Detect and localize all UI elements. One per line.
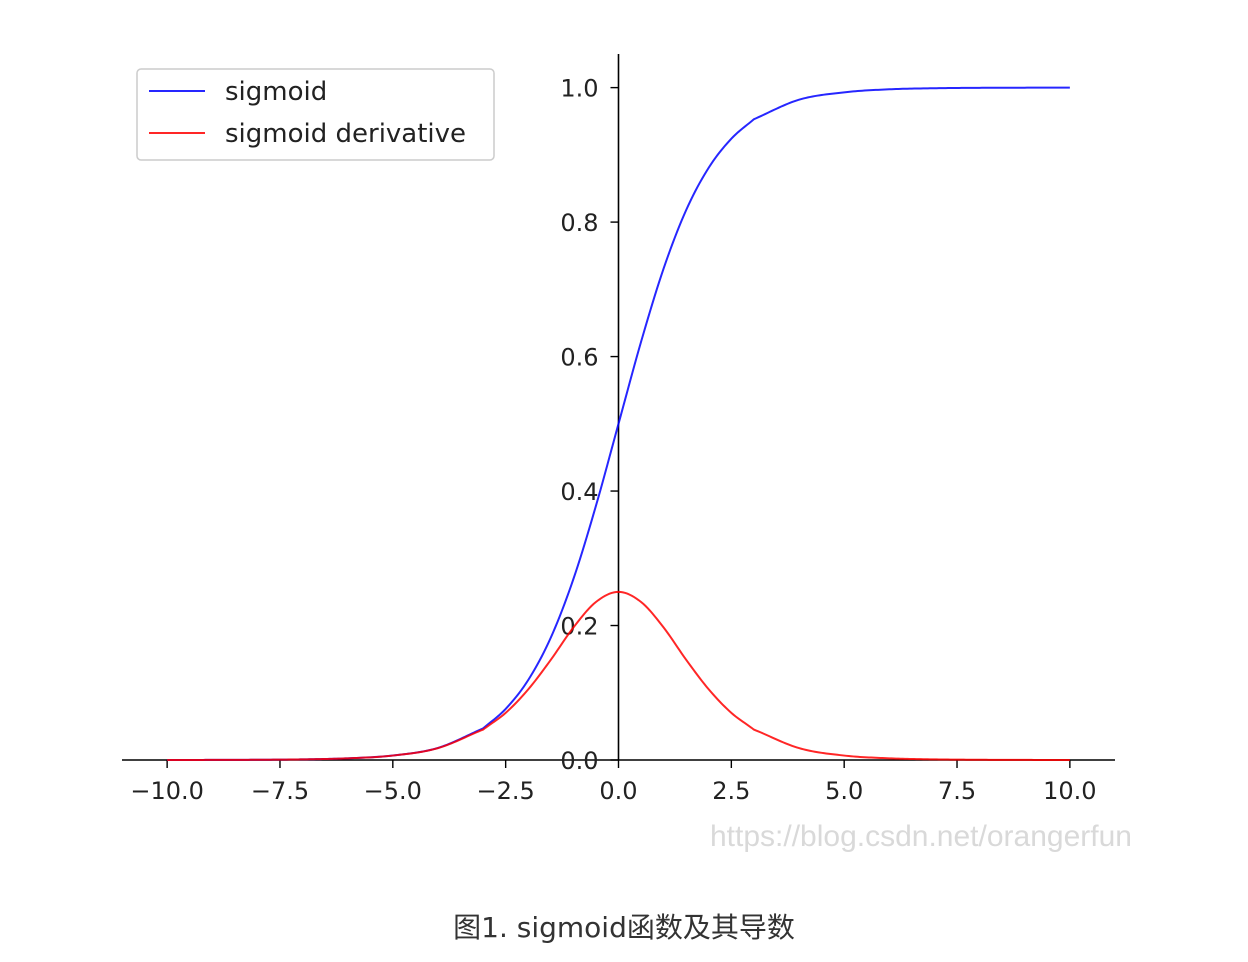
x-tick-label: 2.5 [712, 777, 750, 805]
y-tick-label: 0.0 [560, 747, 598, 775]
legend-box [136, 68, 495, 161]
x-tick-label: 0.0 [599, 777, 637, 805]
legend-label: sigmoid derivative [225, 119, 466, 149]
x-tick-label: 10.0 [1043, 777, 1096, 805]
x-tick-label: −5.0 [364, 777, 422, 805]
x-tick-label: 7.5 [938, 777, 976, 805]
series-group [167, 86, 1070, 761]
y-tick-label: 0.6 [560, 344, 598, 372]
x-tick-label: −7.5 [251, 777, 309, 805]
y-tick-label: 1.0 [560, 75, 598, 103]
ticks: −10.0 −7.5 −5.0 −2.5 0.0 2.5 5.0 7.5 10.00.00.20… [130, 75, 1096, 805]
series-line-sigmoid-derivative [167, 590, 1070, 761]
x-tick-label: 5.0 [825, 777, 863, 805]
watermark: https://blog.csdn.net/orangerfun [710, 820, 1132, 853]
y-tick-label: 0.8 [560, 209, 598, 237]
y-tick-label: 0.4 [560, 478, 598, 506]
x-tick-label: −10.0 [130, 777, 204, 805]
legend-label: sigmoid [225, 77, 327, 107]
legend: sigmoid sigmoid derivative [136, 68, 495, 161]
figure-caption: 图1. sigmoid函数及其导数 [453, 911, 795, 944]
x-tick-label: −2.5 [477, 777, 535, 805]
